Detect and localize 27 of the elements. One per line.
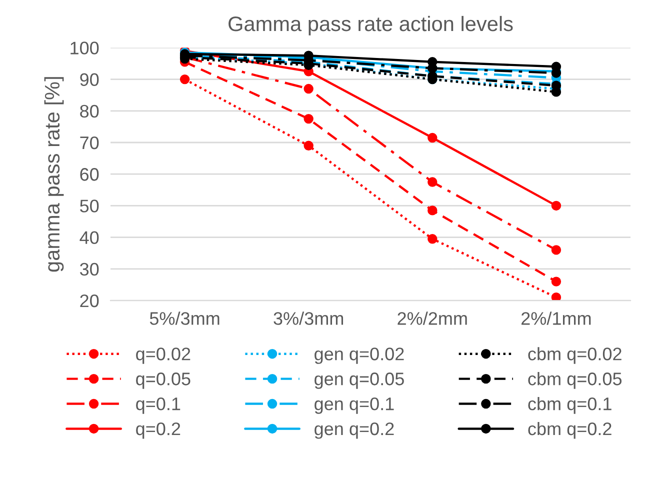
legend-label: cbm q=0.2: [528, 422, 612, 439]
legend-label: gen q=0.02: [314, 348, 404, 364]
y-tick-label: 40: [80, 231, 99, 244]
legend-label: cbm q=0.02: [528, 347, 622, 364]
y-axis-title: gamma pass rate [%]: [44, 77, 64, 272]
legend-label: cbm q=0.05: [528, 372, 622, 389]
y-tick-label: 20: [80, 294, 99, 308]
x-tick-label: 3%/3mm: [274, 312, 344, 325]
legend-label: gen q=0.1: [314, 397, 394, 414]
legend-label: gen q=0.05: [314, 372, 404, 389]
y-tick-label: 80: [80, 104, 99, 118]
legend-label: gen q=0.2: [314, 422, 394, 439]
legend-label: cbm q=0.1: [528, 397, 612, 414]
legend-label: q=0.02: [136, 348, 190, 364]
legend-label: q=0.1: [136, 397, 180, 414]
y-tick-label: 90: [80, 73, 99, 86]
y-tick-label: 30: [80, 262, 99, 276]
y-tick-label: 60: [80, 168, 99, 181]
x-tick-label: 5%/3mm: [150, 312, 220, 325]
x-tick-label: 2%/1mm: [522, 312, 591, 325]
y-tick-label: 70: [80, 136, 99, 150]
y-tick-label: 50: [80, 200, 99, 212]
legend-label: q=0.05: [136, 372, 190, 389]
y-tick-label: 100: [70, 42, 99, 54]
legend-label: q=0.2: [136, 422, 180, 439]
x-tick-label: 2%/2mm: [398, 312, 467, 325]
chart-title: Gamma pass rate action levels: [228, 16, 513, 36]
